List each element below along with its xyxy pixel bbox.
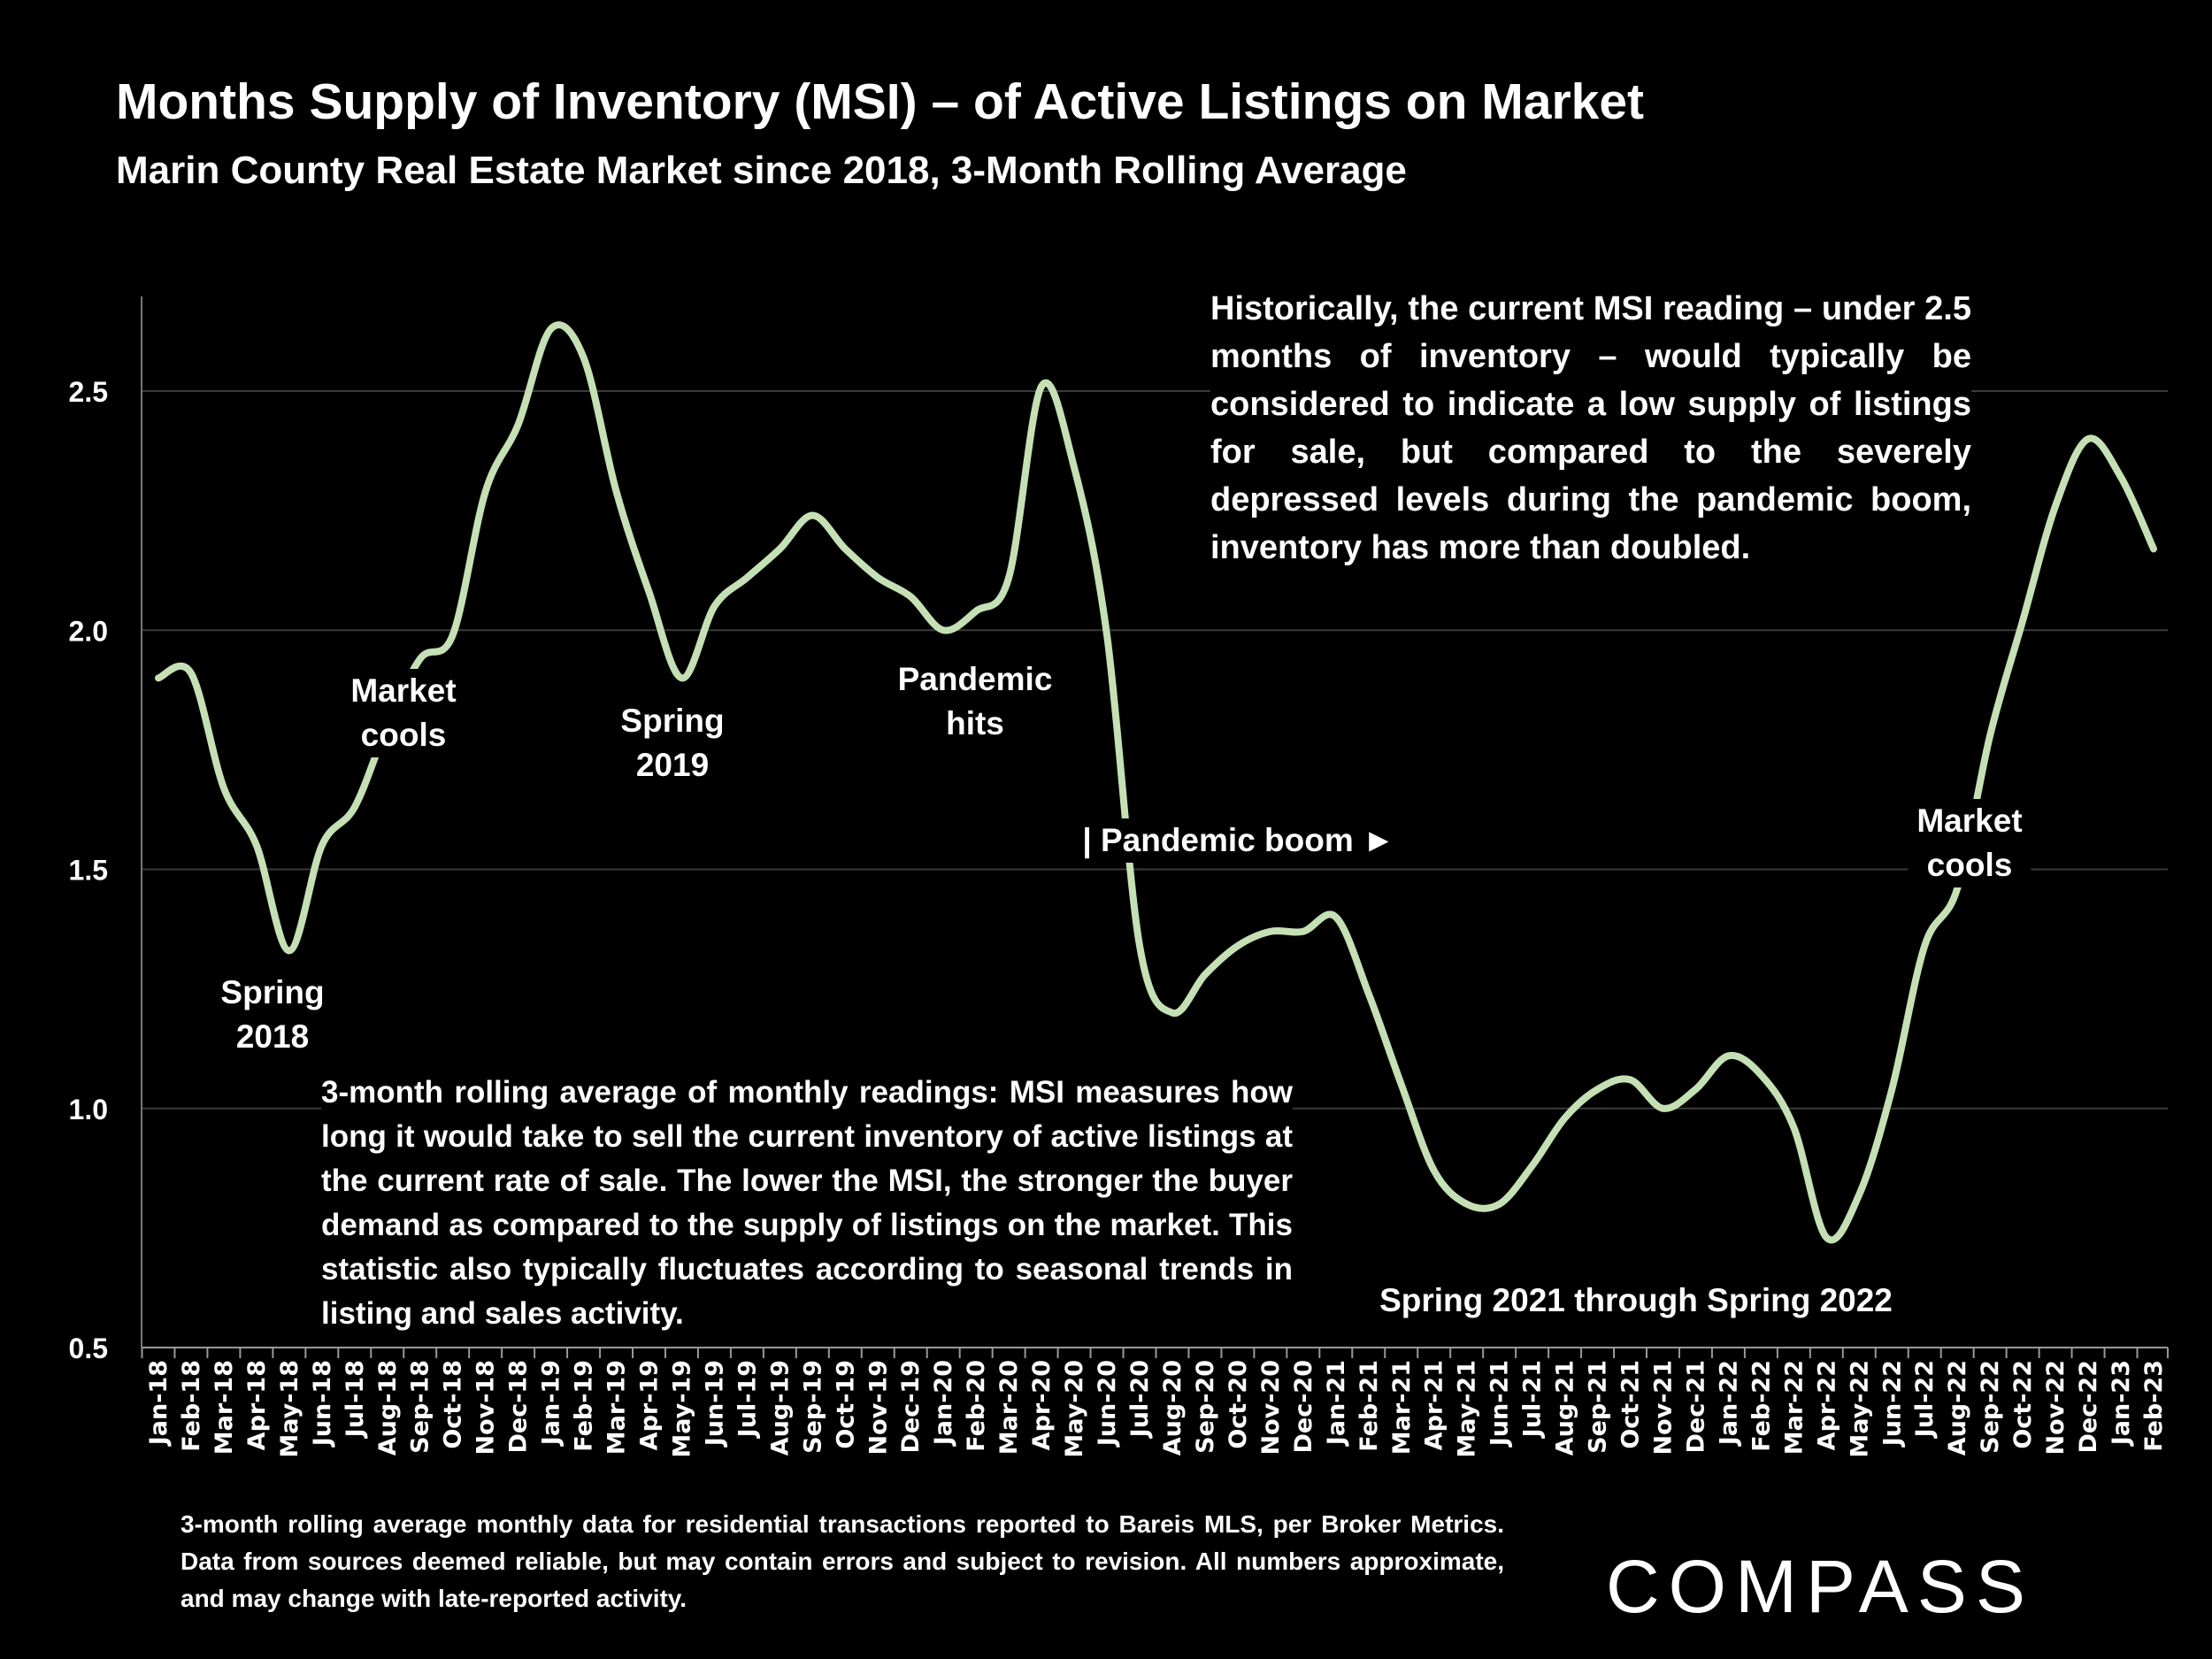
- x-tick-label: Apr-18: [243, 1360, 271, 1450]
- x-tick-label: Mar-21: [1388, 1360, 1416, 1455]
- y-tick-label: 1.5: [69, 855, 108, 887]
- x-tick-label: Jun-18: [309, 1360, 336, 1448]
- annotation-label: Spring 2021 through Spring 2022: [1371, 1279, 1901, 1323]
- y-tick-label: 1.0: [69, 1094, 108, 1125]
- x-tick-label: Mar-18: [211, 1360, 238, 1455]
- x-tick-label: Aug-19: [766, 1360, 794, 1455]
- x-tick-label: May-19: [668, 1360, 695, 1458]
- x-tick-label: Nov-21: [1649, 1360, 1677, 1455]
- x-tick-label: Mar-19: [603, 1360, 631, 1455]
- x-tick-label: Feb-19: [571, 1360, 598, 1452]
- x-tick-label: Feb-20: [963, 1360, 990, 1452]
- x-tick-label: Nov-22: [2042, 1360, 2070, 1455]
- annotation-label: Market cools: [342, 669, 465, 757]
- msi-definition-note: 3-month rolling average of monthly readi…: [321, 1071, 1293, 1336]
- x-tick-label: Sep-20: [1192, 1360, 1219, 1454]
- x-tick-label: Apr-22: [1813, 1360, 1840, 1450]
- x-tick-label: Sep-19: [799, 1360, 826, 1454]
- annotation-label: Spring 2018: [211, 971, 334, 1059]
- x-tick-label: Jun-19: [701, 1360, 728, 1448]
- annotation-line: Market: [1916, 803, 2023, 839]
- x-tick-label: Jan-21: [1323, 1360, 1350, 1447]
- annotation-line: Spring: [620, 703, 725, 739]
- x-tick-label: Nov-19: [864, 1360, 892, 1455]
- x-tick-label: Aug-22: [1944, 1360, 1971, 1455]
- x-tick-label: Jul-20: [1126, 1360, 1154, 1439]
- y-tick-label: 0.5: [69, 1333, 108, 1364]
- x-tick-label: Dec-19: [897, 1360, 925, 1454]
- x-tick-label: Dec-18: [505, 1360, 533, 1454]
- x-tick-label: Oct-20: [1225, 1360, 1252, 1449]
- annotation-line: Spring: [220, 974, 325, 1010]
- annotation-label: Market cools: [1908, 799, 2032, 887]
- x-tick-label: Jan-20: [930, 1360, 957, 1447]
- chart-subtitle: Marin County Real Estate Market since 20…: [116, 149, 1407, 192]
- x-tick-label: Nov-20: [1257, 1360, 1285, 1455]
- x-tick-label: Jul-22: [1911, 1360, 1939, 1439]
- x-tick-label: Oct-18: [440, 1360, 467, 1449]
- x-tick-label: Oct-21: [1617, 1360, 1645, 1449]
- annotation-line: cools: [360, 717, 447, 753]
- x-tick-label: Feb-22: [1747, 1360, 1775, 1452]
- x-tick-label: Jun-22: [1878, 1360, 1906, 1448]
- y-tick-label: 2.0: [69, 615, 108, 647]
- x-tick-label: Mar-20: [995, 1360, 1023, 1455]
- x-tick-label: May-20: [1061, 1360, 1088, 1458]
- x-tick-label: Jun-21: [1486, 1360, 1514, 1448]
- x-tick-label: Aug-21: [1552, 1360, 1579, 1455]
- x-tick-label: Sep-21: [1585, 1360, 1612, 1454]
- annotation-line: Market: [350, 672, 457, 709]
- x-tick-label: Aug-20: [1159, 1360, 1187, 1455]
- x-tick-label: Nov-18: [472, 1360, 500, 1455]
- annotation-label: Spring 2019: [611, 699, 733, 787]
- x-tick-label: Feb-18: [178, 1360, 205, 1452]
- annotation-line: 2019: [635, 747, 710, 783]
- annotation-label: | Pandemic boom ►: [1047, 818, 1431, 863]
- x-tick-label: Sep-18: [407, 1360, 434, 1454]
- x-tick-label: Oct-19: [832, 1360, 859, 1449]
- annotation-label: Pandemic hits: [888, 657, 1062, 746]
- compass-logo: COMPASS: [1606, 1545, 2034, 1628]
- x-tick-label: Jul-18: [342, 1360, 369, 1439]
- chart-title: Months Supply of Inventory (MSI) – of Ac…: [116, 73, 1645, 130]
- annotation-line: Pandemic: [897, 661, 1053, 697]
- x-tick-label: May-22: [1846, 1360, 1873, 1458]
- x-tick-label: Jan-18: [145, 1360, 173, 1447]
- x-tick-label: Jan-22: [1715, 1360, 1742, 1447]
- x-tick-label: Apr-20: [1028, 1360, 1056, 1450]
- annotation-line: Spring 2021 through Spring 2022: [1379, 1282, 1893, 1318]
- x-tick-label: Oct-22: [2009, 1360, 2037, 1449]
- x-tick-label: Feb-21: [1356, 1360, 1383, 1452]
- x-tick-label: Aug-18: [374, 1360, 402, 1455]
- x-tick-label: Apr-19: [636, 1360, 664, 1450]
- x-tick-label: Jul-21: [1519, 1360, 1547, 1439]
- x-tick-label: Dec-20: [1290, 1360, 1317, 1454]
- x-tick-label: May-18: [276, 1360, 303, 1458]
- x-tick-label: May-21: [1454, 1360, 1481, 1458]
- x-tick-label: Feb-23: [2140, 1360, 2168, 1452]
- annotation-line: | Pandemic boom ►: [1082, 822, 1395, 858]
- annotation-line: 2018: [235, 1018, 310, 1055]
- x-tick-label: Jan-23: [2108, 1360, 2135, 1447]
- x-tick-label: Sep-22: [1977, 1360, 2004, 1454]
- historical-note: Historically, the current MSI reading – …: [1210, 285, 1971, 572]
- x-tick-label: Jul-19: [733, 1360, 761, 1439]
- x-tick-label: Jun-20: [1094, 1360, 1121, 1448]
- x-tick-label: Dec-21: [1682, 1360, 1709, 1454]
- annotation-line: cools: [1926, 847, 2013, 883]
- x-tick-label: Mar-22: [1780, 1360, 1808, 1455]
- x-tick-label: Apr-21: [1421, 1360, 1448, 1450]
- x-tick-label: Jan-19: [538, 1360, 565, 1447]
- x-tick-label: Dec-22: [2075, 1360, 2102, 1454]
- source-footnote: 3-month rolling average monthly data for…: [180, 1510, 1504, 1612]
- annotation-line: hits: [946, 705, 1004, 741]
- y-tick-label: 2.5: [69, 376, 108, 408]
